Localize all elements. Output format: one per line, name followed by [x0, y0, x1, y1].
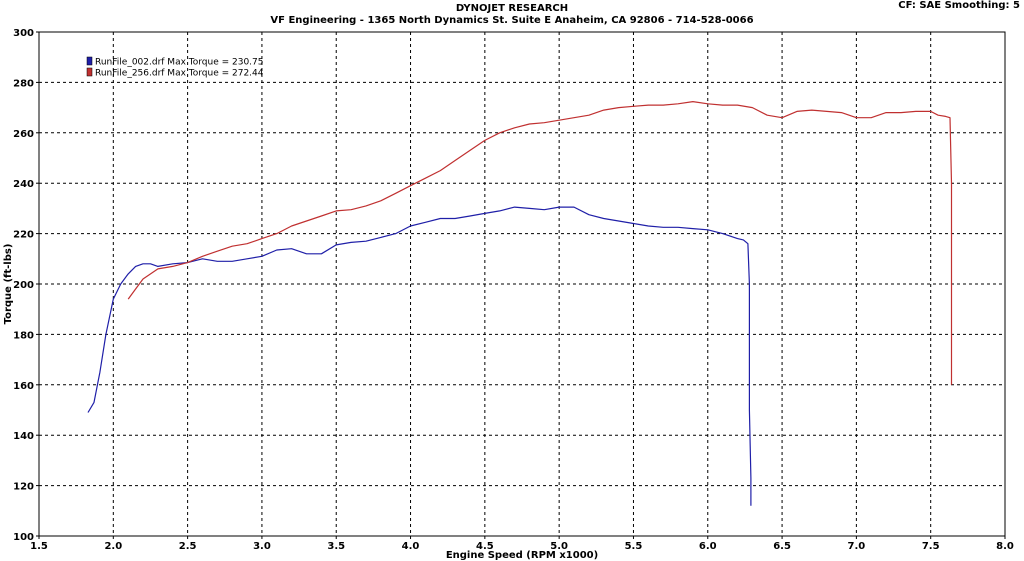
- y-tick-labels: 100 120 140 160 180 200 220 240 260 280 300: [13, 28, 34, 543]
- x-tick-label: 3.5: [327, 541, 345, 552]
- x-tick-label: 4.5: [476, 541, 494, 552]
- x-tick-label: 5.5: [625, 541, 643, 552]
- x-tick-label: 8.0: [996, 541, 1014, 552]
- series-line: [127, 100, 953, 385]
- y-tick-label: 240: [13, 179, 34, 190]
- y-tick-label: 280: [13, 78, 34, 89]
- x-tick-label: 1.5: [30, 541, 48, 552]
- y-tick-label: 180: [13, 330, 34, 341]
- y-axis-label: Torque (ft-lbs): [3, 244, 14, 325]
- x-tick-label: 7.5: [922, 541, 940, 552]
- chart-title: DYNOJET RESEARCH: [455, 3, 569, 14]
- y-tick-label: 260: [13, 129, 34, 140]
- x-tick-label: 7.0: [848, 541, 866, 552]
- chart-subtitle: VF Engineering - 1365 North Dynamics St.…: [270, 15, 754, 26]
- settings-readout: CF: SAE Smoothing: 5: [898, 0, 1020, 11]
- series-line: [87, 206, 752, 506]
- x-tick-label: 2.5: [179, 541, 197, 552]
- y-tick-label: 100: [13, 532, 34, 543]
- legend-swatch: [86, 56, 93, 66]
- y-tick-label: 120: [13, 482, 34, 493]
- y-tick-label: 160: [13, 381, 34, 392]
- x-tick-label: 6.0: [699, 541, 717, 552]
- legend-entry: RunFile_256.drf Max Torque = 272.44: [95, 69, 264, 79]
- series-layer: [87, 100, 953, 506]
- y-tick-label: 220: [13, 230, 34, 241]
- grid-layer: [36, 31, 1006, 539]
- y-tick-label: 140: [13, 431, 34, 442]
- x-tick-label: 2.0: [104, 541, 122, 552]
- x-tick-label: 5.0: [550, 541, 568, 552]
- x-axis-label: Engine Speed (RPM x1000): [446, 550, 598, 561]
- legend: RunFile_002.drf Max Torque = 230.75RunFi…: [86, 56, 264, 79]
- x-tick-label: 4.0: [402, 541, 420, 552]
- legend-swatch: [86, 67, 93, 77]
- plot-frame: [38, 31, 1006, 537]
- y-tick-label: 200: [13, 280, 34, 291]
- x-tick-label: 3.0: [253, 541, 271, 552]
- x-tick-label: 6.5: [773, 541, 791, 552]
- legend-entry: RunFile_002.drf Max Torque = 230.75: [95, 58, 264, 68]
- y-tick-label: 300: [13, 28, 34, 39]
- x-tick-labels: 1.5 2.0 2.5 3.0 3.5 4.0 4.5 5.0 5.5 6.0 6.5 7.0 7.5 8…: [30, 541, 1014, 552]
